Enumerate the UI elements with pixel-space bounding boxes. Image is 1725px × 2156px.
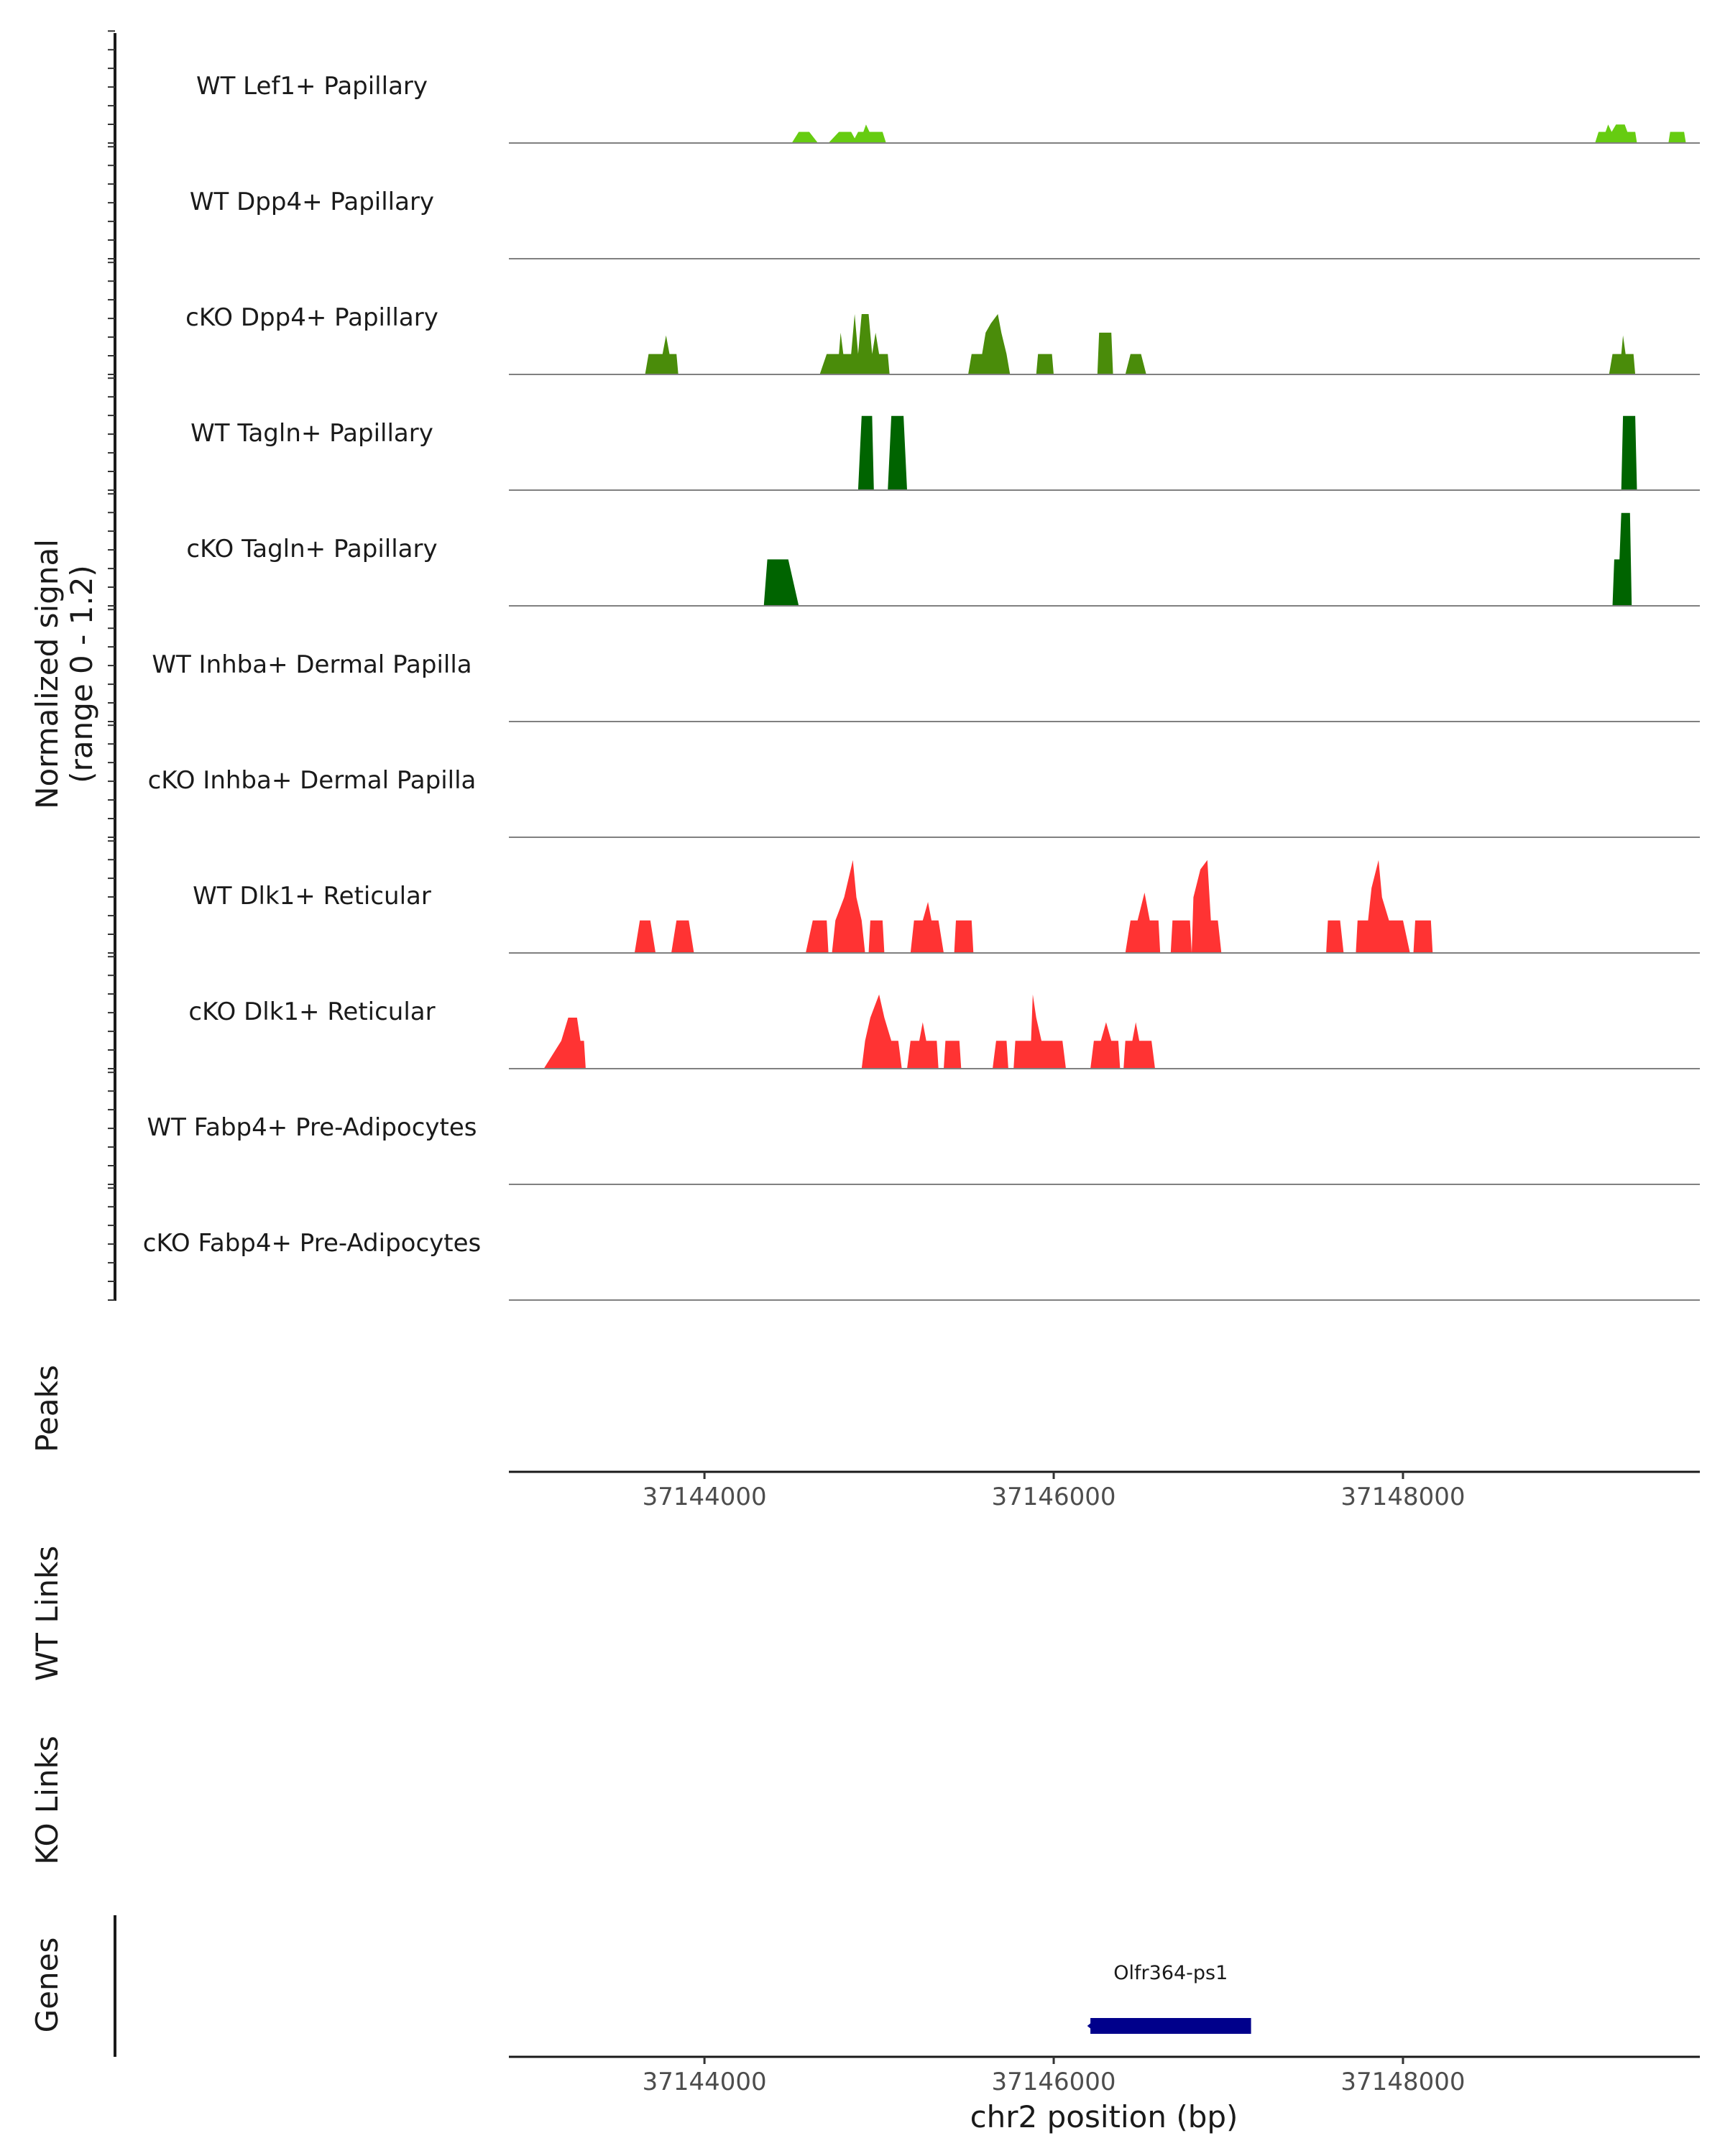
x-tick-label: 37144000 [643, 2068, 767, 2096]
gene-track: Olfr364-ps1 [1087, 1962, 1251, 2034]
peaks-x-axis: 37144000 37146000 37148000 [643, 1472, 1465, 1511]
signal-area [543, 994, 1155, 1069]
strand-arrow [1087, 2019, 1097, 2033]
track: WT Lef1+ Papillary [196, 72, 1700, 144]
genes-label: Genes [29, 1938, 65, 2033]
track: cKO Dlk1+ Reticular [188, 994, 1700, 1069]
wt-links-label: WT Links [29, 1546, 65, 1681]
signal-area [645, 314, 1636, 374]
track-label: WT Dlk1+ Reticular [193, 882, 431, 911]
gene-name: Olfr364-ps1 [1113, 1962, 1228, 1984]
track-label: cKO Inhba+ Dermal Papilla [148, 766, 477, 795]
signal-y-axis [108, 30, 116, 1301]
track: cKO Tagln+ Papillary [186, 512, 1700, 607]
track: WT Tagln+ Papillary [190, 415, 1700, 491]
genes-x-axis: 37144000 37146000 37148000 [643, 2057, 1465, 2096]
track: cKO Inhba+ Dermal Papilla [148, 766, 1700, 838]
x-tick-label: 37148000 [1340, 1483, 1465, 1511]
track-label: cKO Dpp4+ Papillary [185, 303, 438, 332]
track: WT Dpp4+ Papillary [190, 188, 1700, 259]
track-label: WT Fabp4+ Pre-Adipocytes [147, 1113, 477, 1142]
signal-area [791, 124, 1686, 143]
track-label: cKO Tagln+ Papillary [186, 535, 437, 563]
x-axis-label: chr2 position (bp) [970, 2099, 1238, 2134]
signal-tracks: WT Lef1+ Papillary WT Dpp4+ Papillary cKO … [143, 72, 1700, 1301]
x-tick-label: 37146000 [992, 1483, 1116, 1511]
track: WT Fabp4+ Pre-Adipocytes [147, 1113, 1700, 1185]
x-tick-label: 37146000 [992, 2068, 1116, 2096]
ko-links-label: KO Links [29, 1736, 65, 1865]
track: WT Dlk1+ Reticular [193, 860, 1700, 954]
track-label: cKO Dlk1+ Reticular [188, 998, 435, 1026]
signal-y-label-range: (range 0 - 1.2) [64, 565, 99, 783]
track: cKO Fabp4+ Pre-Adipocytes [143, 1229, 1700, 1301]
track-label: WT Lef1+ Papillary [196, 72, 428, 101]
track: cKO Dpp4+ Papillary [185, 303, 1700, 375]
x-tick-label: 37148000 [1340, 2068, 1465, 2096]
signal-y-label: Normalized signal [29, 539, 65, 809]
gene-body [1090, 2018, 1251, 2034]
track: WT Inhba+ Dermal Papilla [152, 650, 1700, 722]
track-label: cKO Fabp4+ Pre-Adipocytes [143, 1229, 482, 1258]
gene: Olfr364-ps1 [1087, 1962, 1251, 2034]
x-tick-label: 37144000 [643, 1483, 767, 1511]
track-label: WT Inhba+ Dermal Papilla [152, 650, 472, 679]
track-label: WT Dpp4+ Papillary [190, 188, 434, 216]
track-label: WT Tagln+ Papillary [190, 419, 433, 448]
peaks-label: Peaks [29, 1365, 65, 1452]
